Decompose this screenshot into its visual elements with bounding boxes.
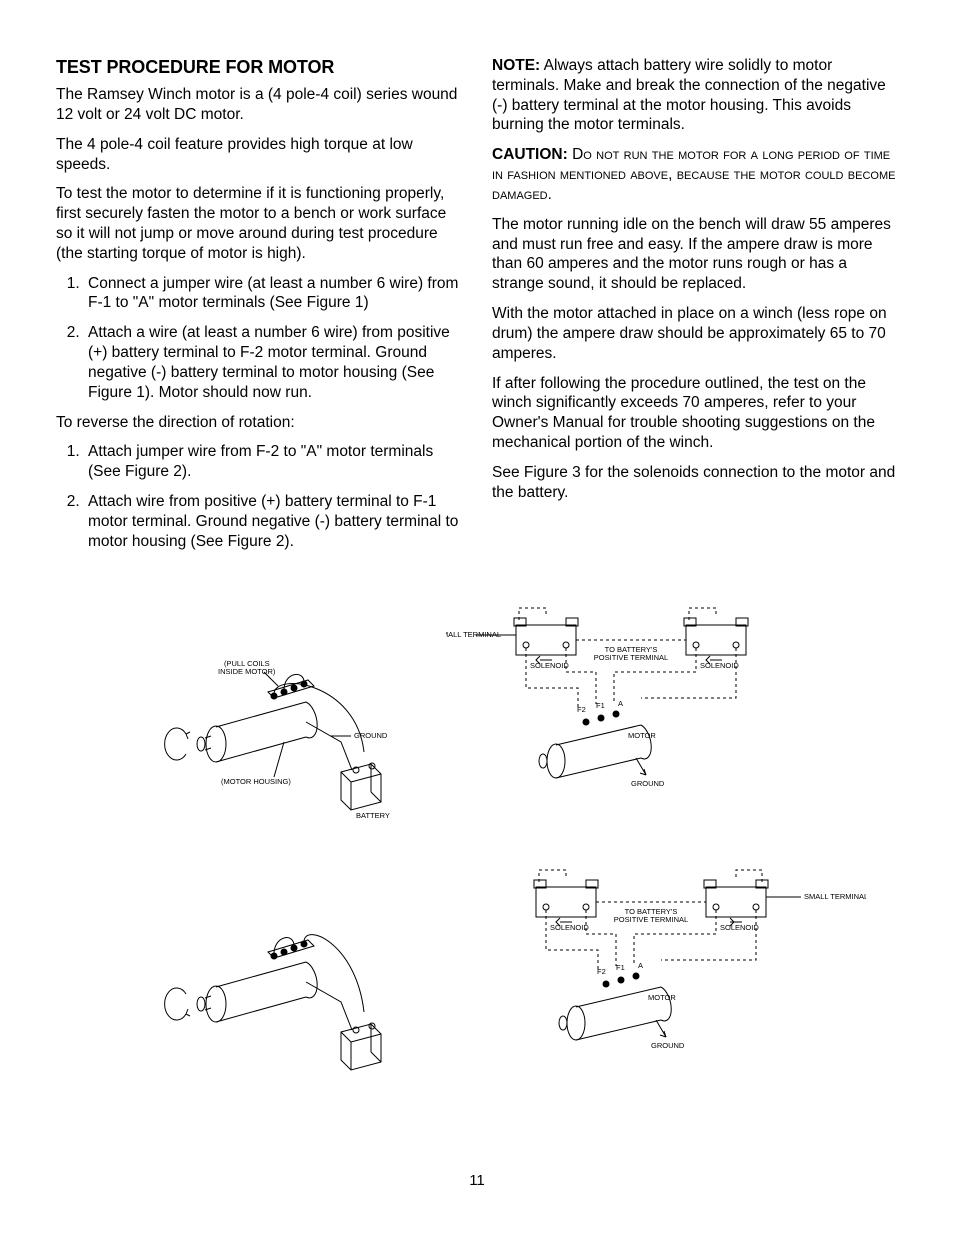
label-a: A bbox=[638, 961, 643, 970]
label-solenoid: SOLENOID bbox=[550, 923, 589, 932]
caution-label: CAUTION: bbox=[492, 146, 568, 163]
paragraph: With the motor attached in place on a wi… bbox=[492, 304, 898, 363]
paragraph: The motor running idle on the bench will… bbox=[492, 215, 898, 294]
ordered-list: Attach jumper wire from F-2 to "A" motor… bbox=[56, 442, 462, 551]
paragraph: The 4 pole-4 coil feature provides high … bbox=[56, 135, 462, 175]
caution-paragraph: CAUTION: Do not run the motor for a long… bbox=[492, 145, 898, 204]
paragraph: If after following the procedure outline… bbox=[492, 374, 898, 453]
paragraph: To test the motor to determine if it is … bbox=[56, 184, 462, 263]
figure-3a: SMALL TERMINAL SOLENOID SOLENOID TO BATT… bbox=[446, 600, 826, 830]
label-motor: MOTOR bbox=[648, 993, 676, 1002]
label-solenoid: SOLENOID bbox=[700, 661, 739, 670]
label-battery: BATTERY bbox=[356, 811, 390, 820]
label-f1: F1 bbox=[616, 963, 625, 972]
left-column: TEST PROCEDURE FOR MOTOR The Ramsey Winc… bbox=[56, 56, 462, 562]
label-f1: F1 bbox=[596, 701, 605, 710]
label-motor: MOTOR bbox=[628, 731, 656, 740]
figures-area: (PULL COILS INSIDE MOTOR) GROUND (MOTOR … bbox=[56, 592, 898, 1152]
label-solenoid: SOLENOID bbox=[720, 923, 759, 932]
label-f2: F2 bbox=[597, 967, 606, 976]
label-ground: GROUND bbox=[354, 731, 388, 740]
figure-2 bbox=[156, 902, 426, 1082]
list-item: Attach wire from positive (+) battery te… bbox=[84, 492, 462, 551]
label-solenoid: SOLENOID bbox=[530, 661, 569, 670]
label-f2: F2 bbox=[577, 705, 586, 714]
section-title: TEST PROCEDURE FOR MOTOR bbox=[56, 56, 462, 79]
label-to-batt2: POSITIVE TERMINAL bbox=[614, 915, 688, 924]
label-a: A bbox=[618, 699, 623, 708]
paragraph: To reverse the direction of rotation: bbox=[56, 413, 462, 433]
ordered-list: Connect a jumper wire (at least a number… bbox=[56, 274, 462, 403]
label-small-terminal: SMALL TERMINAL bbox=[446, 630, 501, 639]
paragraph: See Figure 3 for the solenoids connectio… bbox=[492, 463, 898, 503]
label-inside-motor: INSIDE MOTOR) bbox=[218, 667, 276, 676]
note-paragraph: NOTE: Always attach battery wire solidly… bbox=[492, 56, 898, 135]
figure-3b: SMALL TERMINAL SOLENOID SOLENOID TO BATT… bbox=[466, 862, 866, 1092]
label-motor-housing: (MOTOR HOUSING) bbox=[221, 777, 291, 786]
list-item: Attach jumper wire from F-2 to "A" motor… bbox=[84, 442, 462, 482]
label-to-batt2: POSITIVE TERMINAL bbox=[594, 653, 668, 662]
page-number: 11 bbox=[56, 1172, 898, 1189]
label-ground: GROUND bbox=[631, 779, 665, 788]
list-item: Attach a wire (at least a number 6 wire)… bbox=[84, 323, 462, 402]
figure-1: (PULL COILS INSIDE MOTOR) GROUND (MOTOR … bbox=[156, 642, 426, 822]
right-column: NOTE: Always attach battery wire solidly… bbox=[492, 56, 898, 562]
label-small-terminal: SMALL TERMINAL bbox=[804, 892, 866, 901]
label-ground: GROUND bbox=[651, 1041, 685, 1050]
note-text: Always attach battery wire solidly to mo… bbox=[492, 57, 886, 133]
note-label: NOTE: bbox=[492, 57, 540, 74]
paragraph: The Ramsey Winch motor is a (4 pole-4 co… bbox=[56, 85, 462, 125]
list-item: Connect a jumper wire (at least a number… bbox=[84, 274, 462, 314]
